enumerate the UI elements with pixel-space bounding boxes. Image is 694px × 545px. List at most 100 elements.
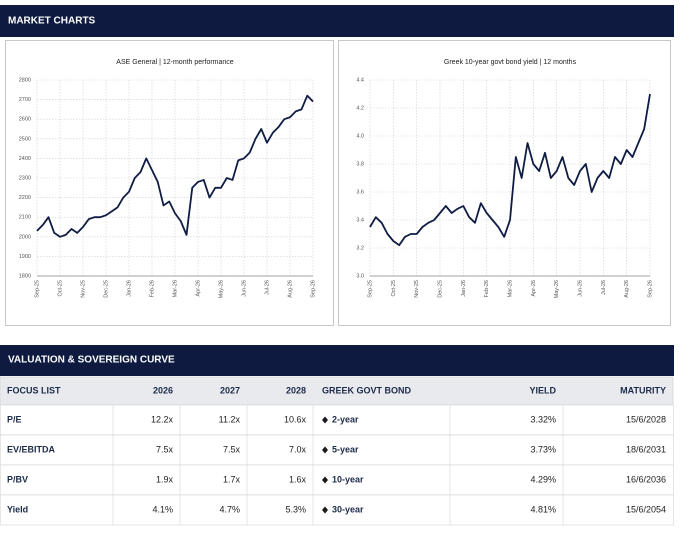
x-tick-label: Jan-26 [461, 280, 467, 297]
table-cell: 4.29% [530, 474, 556, 484]
y-tick-label: 1800 [19, 273, 31, 279]
table-cell: 18/6/2031 [626, 444, 666, 454]
banner [0, 345, 674, 376]
y-tick-label: 3.6 [356, 189, 364, 195]
table-cell: 4.7% [219, 504, 240, 514]
table-cell: Yield [7, 504, 28, 514]
table-cell: 10.6x [284, 414, 307, 424]
y-tick-label: 3.4 [356, 217, 364, 223]
table-row [0, 464, 674, 496]
table-cell: 4.1% [152, 504, 173, 514]
y-tick-label: 2600 [19, 117, 31, 123]
y-tick-label: 2200 [19, 195, 31, 201]
bullet-diamond [322, 506, 328, 514]
table-row [0, 434, 674, 466]
table-cell: 3.73% [530, 444, 556, 454]
table-header-bg [0, 376, 674, 406]
x-tick-label: Apr-26 [195, 280, 201, 297]
table-cell: EV/EBITDA [7, 444, 56, 454]
table-cell: 4.81% [530, 504, 556, 514]
y-tick-label: 3.0 [356, 273, 364, 279]
table-header-cell: FOCUS LIST [7, 385, 61, 395]
x-tick-label: Nov-25 [80, 280, 86, 298]
table-cell: P/BV [7, 474, 28, 484]
table-header-cell: MATURITY [620, 385, 666, 395]
y-tick-label: 2500 [19, 136, 31, 142]
x-tick-label: Nov-25 [414, 280, 420, 298]
table-cell: 30-year [332, 504, 364, 514]
table-cell: P/E [7, 414, 22, 424]
y-tick-label: 4.2 [356, 105, 364, 111]
table-cell: 3.32% [530, 414, 556, 424]
y-tick-label: 1900 [19, 254, 31, 260]
table-cell: 7.5x [223, 444, 241, 454]
table-cell: 1.7x [223, 474, 241, 484]
table-cell: 12.2x [151, 414, 174, 424]
x-tick-label: Mar-26 [172, 280, 178, 297]
x-tick-label: Aug-26 [624, 280, 630, 298]
chart-title: Greek 10-year govt bond yield | 12 month… [444, 59, 577, 66]
table-cell: 10-year [332, 474, 364, 484]
banner-title: VALUATION & SOVEREIGN CURVE [8, 355, 175, 366]
y-tick-label: 2700 [19, 97, 31, 103]
x-tick-label: Mar-26 [507, 280, 513, 297]
y-tick-label: 3.2 [356, 245, 364, 251]
table-cell: 15/6/2054 [626, 504, 666, 514]
x-tick-label: Aug-26 [287, 280, 293, 298]
table-cell: 7.0x [289, 444, 307, 454]
x-tick-label: Sep-25 [367, 280, 373, 298]
bullet-diamond [322, 446, 328, 454]
x-tick-label: Dec-25 [103, 280, 109, 298]
bullet-diamond [322, 476, 328, 484]
x-tick-label: Oct-25 [391, 280, 397, 297]
table-header-cell: 2027 [220, 385, 240, 395]
y-tick-label: 2000 [19, 234, 31, 240]
table-cell: 5.3% [285, 504, 306, 514]
x-tick-label: Jul-26 [264, 280, 270, 295]
chart-panel [338, 40, 671, 326]
banner-title: MARKET CHARTS [8, 16, 96, 27]
x-tick-label: Sep-26 [310, 280, 316, 298]
y-tick-label: 3.8 [356, 161, 364, 167]
y-tick-label: 2400 [19, 156, 31, 162]
chart-panel [5, 40, 334, 326]
x-tick-label: Jun-26 [577, 280, 583, 297]
table-cell: 1.9x [156, 474, 174, 484]
y-tick-label: 2800 [19, 77, 31, 83]
line-series [369, 93, 651, 247]
y-tick-label: 4.4 [356, 77, 364, 83]
table-cell: 11.2x [219, 414, 241, 424]
x-tick-label: Sep-26 [647, 280, 653, 298]
table-cell: 2-year [332, 414, 359, 424]
y-tick-label: 2300 [19, 175, 31, 181]
x-tick-label: Jul-26 [601, 280, 607, 295]
table-header-cell: 2028 [286, 385, 306, 395]
table-cell: 15/6/2028 [626, 414, 666, 424]
y-tick-label: 2100 [19, 215, 31, 221]
x-tick-label: Sep-25 [34, 280, 40, 298]
x-tick-label: May-26 [554, 280, 560, 298]
x-tick-label: Oct-25 [57, 280, 63, 297]
banner [0, 5, 674, 37]
bullet-diamond [322, 416, 328, 424]
table-header-cell: 2026 [153, 385, 173, 395]
x-tick-label: Dec-25 [437, 280, 443, 298]
line-series [36, 94, 314, 238]
table-cell: 16/6/2036 [626, 474, 666, 484]
y-tick-label: 4.0 [356, 133, 364, 139]
table-header-cell: GREEK GOVT BOND [322, 385, 412, 395]
table-row [0, 494, 674, 526]
x-tick-label: Jan-26 [126, 280, 132, 297]
x-tick-label: Jun-26 [241, 280, 247, 297]
x-tick-label: May-26 [218, 280, 224, 298]
table-cell: 7.5x [156, 444, 174, 454]
table-header-cell: YIELD [529, 385, 556, 395]
chart-title: ASE General | 12-month performance [116, 59, 233, 66]
x-tick-label: Feb-26 [484, 280, 490, 297]
table-cell: 5-year [332, 444, 359, 454]
table-cell: 1.6x [289, 474, 307, 484]
table-row [0, 404, 674, 436]
x-tick-label: Apr-26 [531, 280, 537, 297]
x-tick-label: Feb-26 [149, 280, 155, 297]
